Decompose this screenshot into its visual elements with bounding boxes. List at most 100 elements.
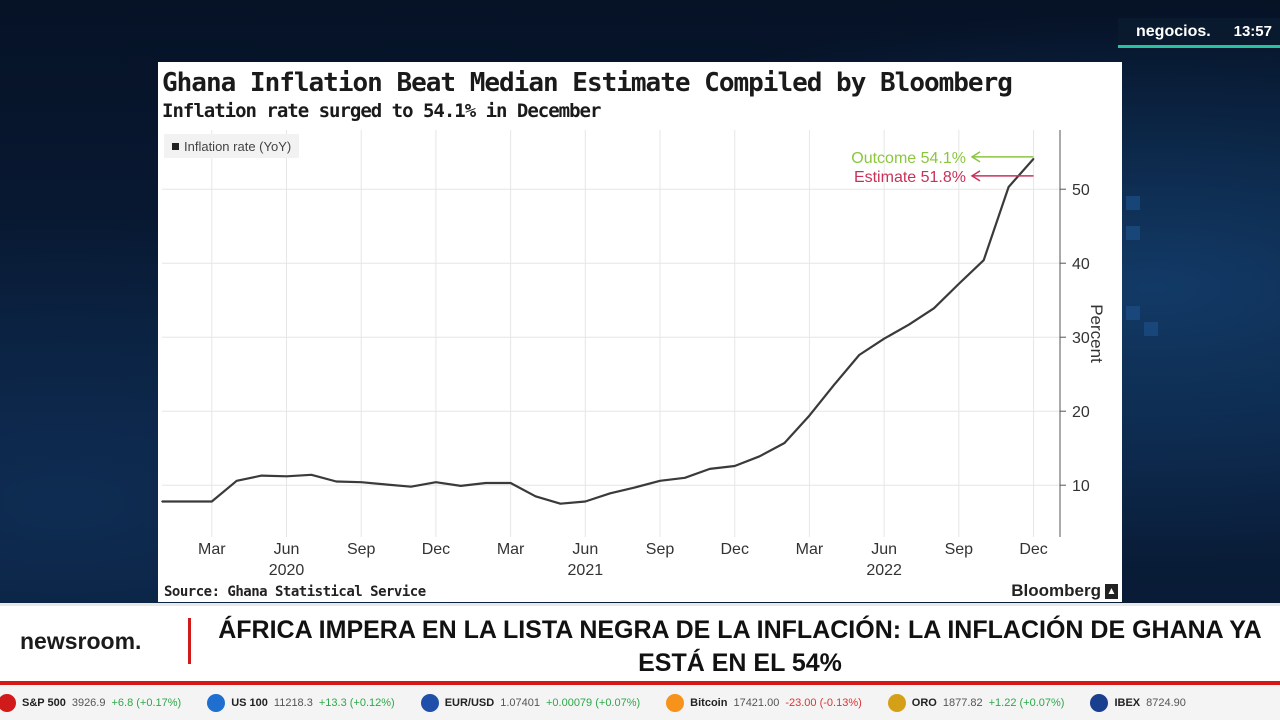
data-point — [410, 485, 412, 488]
y-tick-label: 50 — [1072, 182, 1090, 199]
data-point — [484, 482, 487, 484]
x-tick-label: Dec — [721, 541, 749, 558]
headline-line-2: ESTÁ EN EL 54% — [638, 649, 842, 677]
ticker-change: +1.22 (+0.07%) — [988, 696, 1065, 709]
data-point — [609, 492, 612, 495]
headline-line-1: ÁFRICA IMPERA EN LA LISTA NEGRA DE LA IN… — [218, 616, 1262, 644]
annotation-label: Outcome 54.1% — [851, 150, 966, 167]
headline: ÁFRICA IMPERA EN LA LISTA NEGRA DE LA IN… — [200, 614, 1280, 680]
market-icon — [420, 693, 439, 712]
ticker-item: EUR/USD 1.07401 +0.00079 (+0.07%) — [420, 693, 641, 712]
x-year-label: 2022 — [866, 562, 902, 579]
ticker-item: Bitcoin 17421.00 -23.00 (-0.13%) — [666, 693, 862, 712]
ticker-item: ORO 1877.82 +1.22 (+0.07%) — [887, 693, 1065, 712]
ticker-name: Bitcoin — [690, 696, 728, 709]
bloomberg-box-icon: ▲ — [1105, 583, 1118, 599]
x-tick-label: Sep — [945, 541, 974, 558]
data-point — [186, 500, 188, 503]
chart-card: Ghana Inflation Beat Median Estimate Com… — [158, 62, 1122, 602]
data-point — [783, 442, 786, 444]
ticker-change: +13.3 (+0.12%) — [318, 696, 395, 709]
ticker-item: US 100 11218.3 +13.3 (+0.12%) — [207, 693, 395, 712]
ticker-name: S&P 500 — [22, 696, 66, 709]
x-tick-label: Mar — [796, 541, 824, 558]
data-point — [534, 495, 537, 498]
ticker-name: IBEX — [1114, 696, 1141, 709]
data-point — [634, 486, 636, 489]
data-point — [684, 477, 686, 479]
data-point — [1007, 186, 1010, 188]
annotation-label: Estimate 51.8% — [854, 169, 966, 186]
line-chart: 10 20 30 40 50 Percent Mar Jun Sep Dec Mar Jun Sep De… — [161, 130, 1106, 579]
accent-line — [0, 681, 1280, 685]
market-icon — [887, 693, 906, 712]
publisher-name: Bloomberg — [1011, 581, 1101, 600]
ticker-value: 1.07401 — [500, 696, 540, 709]
data-point — [1032, 158, 1035, 160]
ticker-change: +6.8 (+0.17%) — [111, 696, 182, 709]
data-point — [335, 480, 338, 483]
data-point — [858, 354, 861, 356]
data-point — [161, 500, 163, 503]
data-point — [310, 474, 313, 476]
annotation-arrowhead — [970, 151, 981, 163]
data-point — [758, 455, 761, 458]
market-icon — [1090, 693, 1109, 712]
data-point — [659, 479, 661, 482]
ticker-name: US 100 — [231, 696, 268, 709]
channel-bug: negocios. 13:57 — [1118, 18, 1280, 48]
data-point — [385, 483, 387, 486]
data-point — [211, 500, 213, 503]
x-tick-label: Sep — [646, 541, 675, 558]
data-point — [460, 485, 462, 487]
data-point — [285, 475, 288, 478]
y-tick-label: 20 — [1072, 404, 1090, 421]
brand-divider — [188, 618, 191, 664]
ticker-name: ORO — [911, 696, 937, 709]
clock: 13:57 — [1233, 23, 1272, 40]
legend-swatch — [172, 142, 179, 150]
data-point — [435, 481, 437, 484]
market-icon — [207, 693, 226, 712]
decor-square — [1144, 322, 1158, 336]
decor-square — [1126, 306, 1140, 320]
data-point — [584, 500, 587, 503]
y-axis-label: Percent — [1087, 304, 1106, 363]
data-point — [958, 283, 960, 285]
publisher-logo: Bloomberg ▲ — [1011, 581, 1118, 601]
data-point — [908, 323, 910, 326]
market-icon — [666, 693, 685, 712]
data-point — [559, 502, 562, 505]
ticker-change: +0.00079 (+0.07%) — [545, 696, 641, 709]
chart-legend: Inflation rate (YoY) — [164, 134, 300, 158]
ticker-change: -23.00 (-0.13%) — [785, 696, 862, 709]
ticker-value: 17421.00 — [733, 696, 780, 709]
data-point — [808, 414, 811, 417]
y-tick-label: 30 — [1072, 330, 1090, 347]
data-point — [709, 468, 711, 470]
data-point — [733, 465, 736, 467]
channel-brand: negocios. — [1136, 22, 1211, 40]
x-tick-label: Sep — [347, 541, 376, 558]
data-point — [360, 481, 363, 484]
lower-third: newsroom. ÁFRICA IMPERA EN LA LISTA NEGR… — [0, 603, 1280, 684]
ticker-value: 3926.9 — [71, 696, 106, 709]
ticker-value: 1877.82 — [942, 696, 983, 709]
annotation-arrowhead — [970, 170, 981, 182]
x-year-label: 2021 — [568, 562, 604, 579]
decor-square — [1126, 226, 1140, 240]
ticker-item: S&P 500 3926.9 +6.8 (+0.17%) — [0, 693, 182, 712]
decor-square — [1126, 196, 1140, 210]
x-tick-label: Dec — [1019, 541, 1047, 558]
show-brand: newsroom. — [20, 628, 142, 654]
data-point — [260, 474, 263, 477]
data-point — [509, 482, 512, 484]
data-point — [982, 259, 985, 262]
legend-label: Inflation rate (YoY) — [184, 138, 292, 154]
x-year-label: 2020 — [269, 562, 305, 579]
y-tick-label: 40 — [1072, 256, 1090, 273]
x-tick-label: Dec — [422, 541, 450, 558]
ticker-item: IBEX 8724.90 — [1090, 693, 1191, 712]
chart-source: Source: Ghana Statistical Service — [164, 584, 426, 600]
data-point — [235, 479, 238, 482]
